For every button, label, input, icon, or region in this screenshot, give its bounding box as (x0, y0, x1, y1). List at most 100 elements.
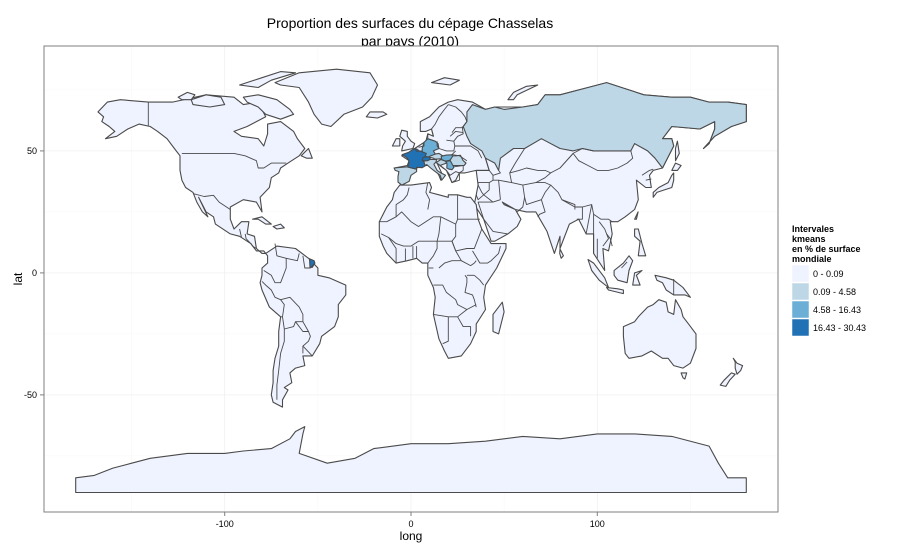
country-border (449, 130, 464, 137)
country-border (550, 184, 613, 223)
region-new-zealand-north: New Zealand North (732, 357, 744, 375)
country-border (295, 321, 309, 332)
country-border (451, 127, 464, 133)
chart-subtitle: par pays (2010) (361, 33, 459, 49)
region-iceland: Iceland (365, 111, 388, 119)
country-border (427, 216, 442, 264)
country-border (302, 255, 316, 269)
legend-title-line: kmeans (792, 234, 826, 244)
legend-label: 0.09 - 4.58 (813, 287, 856, 297)
country-border (451, 150, 468, 162)
country-border (559, 148, 634, 171)
country-border (425, 182, 431, 210)
country-border (388, 237, 397, 264)
country-border (239, 228, 242, 238)
y-axis-title: lat (11, 272, 25, 285)
country-border (181, 152, 287, 169)
country-border (433, 284, 468, 310)
region-sulawesi: Sulawesi (632, 269, 643, 286)
country-border (447, 172, 460, 184)
region-novaya-zemlya: Novaya Zemlya (507, 84, 539, 101)
region-croatia: Croatia (435, 158, 447, 170)
country-border (464, 275, 477, 308)
x-tick-label: 0 (408, 519, 413, 529)
country-border (448, 104, 468, 127)
country-border (477, 228, 483, 239)
country-border (641, 168, 654, 176)
country-borders (147, 102, 675, 400)
region-victoria-island: Victoria Island (190, 94, 226, 108)
region-tasmania: Tasmania (680, 372, 688, 380)
country-border (477, 170, 494, 186)
country-border (451, 238, 479, 252)
country-border (537, 199, 546, 218)
country-border (457, 316, 472, 337)
region-africa: Africa (378, 182, 507, 359)
region-philippines: Philippines (634, 228, 647, 257)
region-south-america: South America (259, 245, 347, 408)
region-newfoundland: Newfoundland (300, 147, 313, 159)
country-border (263, 243, 287, 284)
region-banks-island: Banks Island (177, 91, 196, 101)
legend-swatch (791, 300, 810, 319)
region-switzerland: Switzerland (421, 156, 432, 162)
legend: Intervales kmeans en % de surface mondia… (791, 224, 866, 337)
country-border (446, 170, 464, 176)
region-sakhalin: Sakhalin (674, 140, 680, 162)
legend-items: 0 - 0.09 0.09 - 4.58 4.58 - 16.43 16.43 - 3… (791, 264, 866, 337)
country-border (381, 233, 438, 247)
country-border (302, 345, 313, 357)
country-border (477, 201, 493, 220)
country-border (451, 224, 457, 242)
region-java: Java (606, 286, 624, 295)
country-border (645, 178, 652, 181)
country-border (192, 193, 231, 210)
country-border (561, 199, 576, 210)
region-hokkaido: Hokkaido (671, 162, 682, 171)
country-border (438, 260, 462, 269)
x-axis: -100 0 100 (216, 512, 605, 529)
country-border (453, 165, 464, 171)
region-new-guinea: New Guinea (654, 274, 691, 298)
legend-title-line: en % de surface (792, 244, 861, 254)
country-border (431, 104, 449, 137)
region-greenland: Greenland (274, 68, 379, 128)
region-italy: Italy (423, 158, 447, 181)
region-great-britain: Great Britain (399, 129, 416, 152)
legend-swatch (791, 282, 810, 301)
region-antarctica: Antarctica (75, 426, 747, 494)
region-ireland: Ireland (391, 138, 401, 147)
region-russia: Russia (462, 82, 747, 171)
region-north-america: North America (97, 94, 306, 254)
legend-label: 16.43 - 30.43 (813, 323, 866, 333)
country-border (606, 233, 613, 247)
y-axis: 50 0 -50 (24, 146, 44, 400)
country-border (453, 126, 464, 142)
country-border (454, 145, 483, 159)
legend-title-line: mondiale (792, 254, 832, 264)
y-tick-label: 0 (32, 268, 37, 278)
legend-title: Intervales kmeans en % de surface mondia… (792, 224, 861, 264)
country-border (395, 187, 410, 217)
region-new-zealand-south: New Zealand South (719, 372, 736, 387)
legend-swatch (791, 264, 810, 283)
country-border (483, 182, 501, 203)
country-border (261, 281, 285, 318)
y-tick-label: 50 (27, 146, 37, 156)
country-border (483, 218, 508, 235)
region-ellesmere-island: Ellesmere Island (239, 71, 297, 89)
country-border (284, 321, 303, 330)
legend-label: 4.58 - 16.43 (813, 305, 861, 315)
region-taiwan: Taiwan (634, 211, 639, 220)
region-borneo: Borneo (613, 255, 634, 284)
region-cuba: Cuba (252, 216, 272, 225)
region-hispaniola: Hispaniola (272, 223, 285, 230)
country-border (498, 179, 526, 213)
region-japan: Japan (652, 172, 675, 198)
country-border (509, 153, 574, 174)
region-france: France (401, 148, 427, 170)
region-baffin-island: Baffin Island (242, 94, 295, 120)
country-border (418, 142, 425, 148)
